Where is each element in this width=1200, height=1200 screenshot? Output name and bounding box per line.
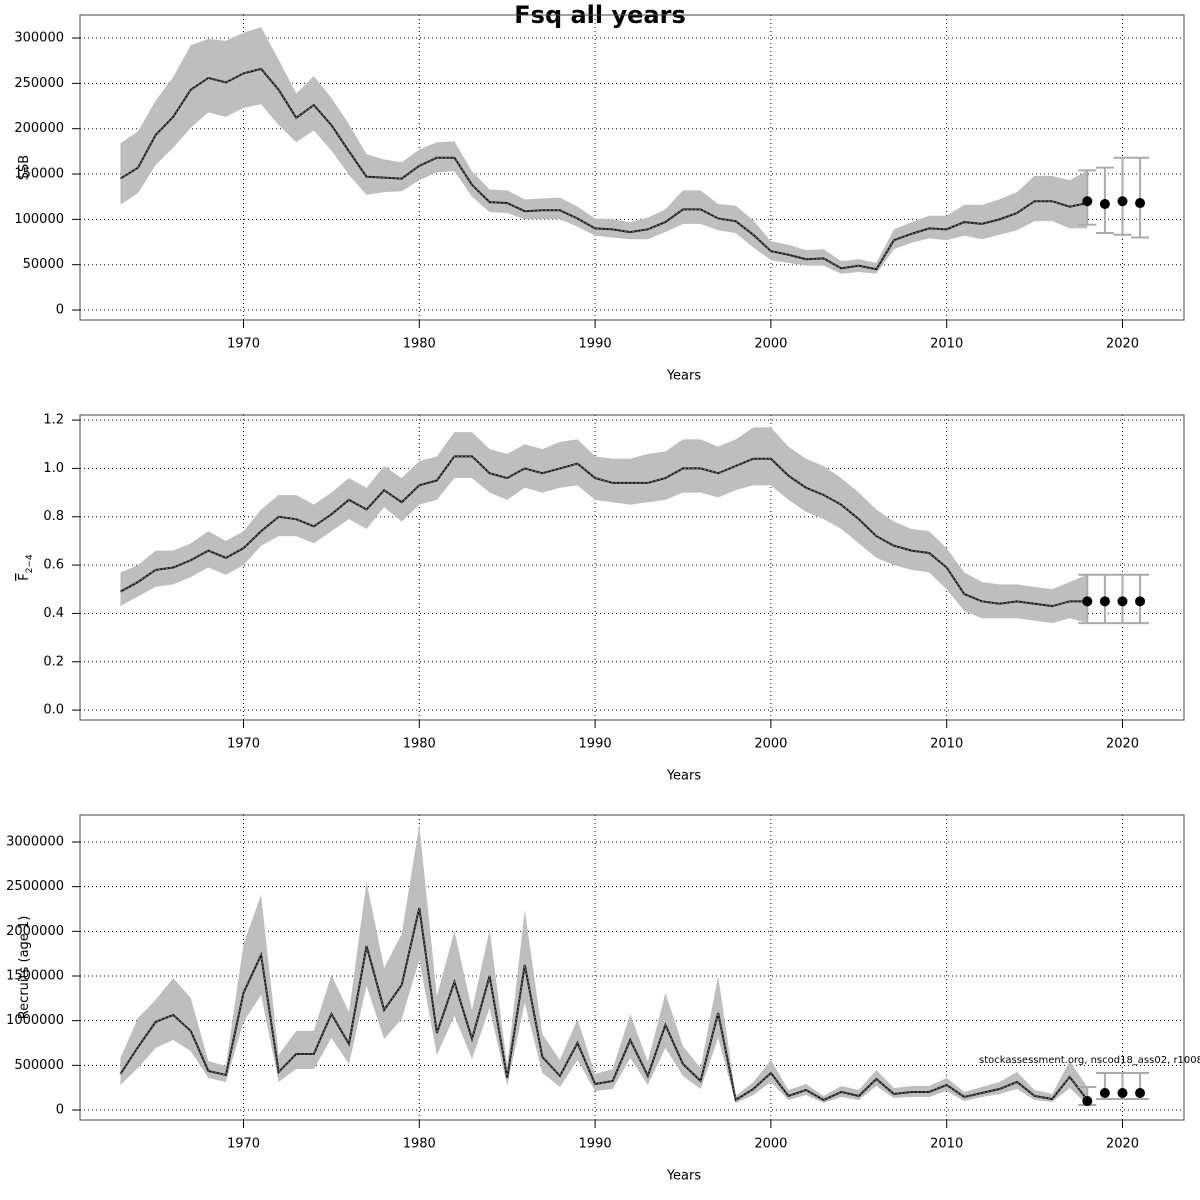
x-tick-label: 2010 xyxy=(930,737,963,752)
forecast-point xyxy=(1099,1088,1110,1099)
y-tick-label: 0.6 xyxy=(43,558,64,573)
x-tick-label: 1980 xyxy=(403,1137,436,1152)
plot-frame xyxy=(79,14,1185,321)
plot-frame xyxy=(79,814,1185,1121)
y-tick-label: 100000 xyxy=(14,212,64,227)
x-tick-label: 1990 xyxy=(579,337,612,352)
y-axis-label-main: SSB xyxy=(17,155,32,180)
confidence-band xyxy=(120,427,1088,624)
x-tick-label: 1990 xyxy=(579,1137,612,1152)
y-tick-label: 3000000 xyxy=(6,834,64,849)
forecast-point xyxy=(1135,198,1146,209)
y-tick-label: 0 xyxy=(56,1102,64,1117)
x-tick-label: 2010 xyxy=(930,1137,963,1152)
x-tick-label: 2020 xyxy=(1106,337,1139,352)
forecast-point xyxy=(1082,1096,1093,1107)
y-tick-label: 150000 xyxy=(14,167,64,182)
y-tick-label: 500000 xyxy=(14,1058,64,1073)
forecast-point xyxy=(1117,1088,1128,1099)
forecast-point xyxy=(1135,1088,1146,1099)
x-tick-label: 1990 xyxy=(579,737,612,752)
y-tick-label: 300000 xyxy=(14,31,64,46)
y-tick-label: 0 xyxy=(56,303,64,318)
x-tick-label: 1980 xyxy=(403,337,436,352)
forecast-point xyxy=(1082,196,1093,207)
y-axis-label-main: F xyxy=(17,573,32,580)
x-axis-label: Years xyxy=(666,369,702,384)
y-axis-label: Recruits (age 1) xyxy=(17,916,32,1020)
y-tick-label: 200000 xyxy=(14,121,64,136)
y-axis-label-main: Recruits (age 1) xyxy=(17,916,32,1020)
y-axis-label: F2−4 xyxy=(17,554,35,581)
x-tick-label: 2010 xyxy=(930,337,963,352)
y-axis-label-sub: 2−4 xyxy=(25,554,35,573)
annotation: stockassessment.org, nscod18_ass02, r100… xyxy=(979,1055,1200,1066)
estimate-line-dots xyxy=(120,68,1088,270)
y-tick-label: 1000000 xyxy=(6,1013,64,1028)
plot-frame xyxy=(79,414,1185,721)
x-tick-label: 1980 xyxy=(403,737,436,752)
y-tick-label: 0.8 xyxy=(43,509,64,524)
confidence-band xyxy=(120,27,1088,274)
y-tick-label: 50000 xyxy=(23,257,64,272)
forecast-point xyxy=(1117,596,1128,607)
forecast-point xyxy=(1135,596,1146,607)
y-tick-label: 2000000 xyxy=(6,924,64,939)
x-axis-label: Years xyxy=(666,1169,702,1184)
estimate-line-dots xyxy=(120,455,1088,607)
x-tick-label: 1970 xyxy=(227,737,260,752)
x-tick-label: 2000 xyxy=(754,1137,787,1152)
y-tick-label: 0.4 xyxy=(43,606,64,621)
y-axis-label: SSB xyxy=(17,155,32,180)
x-tick-label: 2020 xyxy=(1106,1137,1139,1152)
y-tick-label: 1500000 xyxy=(6,968,64,983)
x-tick-label: 2000 xyxy=(754,337,787,352)
x-tick-label: 1970 xyxy=(227,337,260,352)
estimate-line-dots xyxy=(120,907,1088,1101)
x-tick-label: 1970 xyxy=(227,1137,260,1152)
x-axis-label: Years xyxy=(666,769,702,784)
y-tick-label: 2500000 xyxy=(6,879,64,894)
y-tick-label: 250000 xyxy=(14,76,64,91)
y-tick-label: 1.0 xyxy=(43,461,64,476)
forecast-point xyxy=(1117,196,1128,207)
y-tick-label: 0.2 xyxy=(43,654,64,669)
y-tick-label: 1.2 xyxy=(43,413,64,428)
forecast-point xyxy=(1099,198,1110,209)
confidence-band xyxy=(120,824,1088,1105)
forecast-point xyxy=(1082,596,1093,607)
x-tick-label: 2000 xyxy=(754,737,787,752)
x-tick-label: 2020 xyxy=(1106,737,1139,752)
forecast-point xyxy=(1099,596,1110,607)
y-tick-label: 0.0 xyxy=(43,703,64,718)
